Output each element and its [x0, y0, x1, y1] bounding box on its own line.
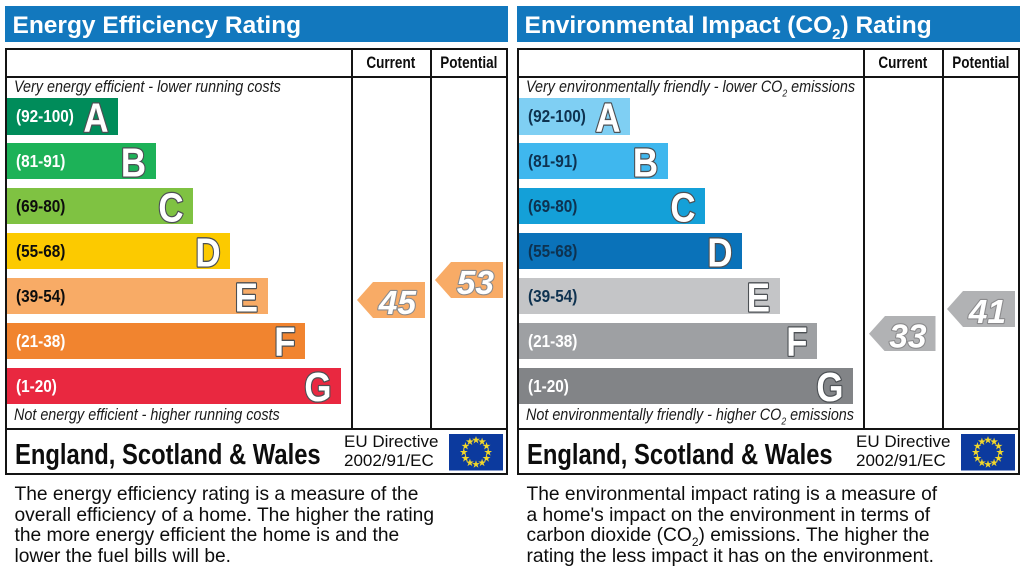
- svg-text:53: 53: [457, 265, 495, 298]
- svg-text:B: B: [633, 141, 658, 186]
- svg-text:41: 41: [968, 294, 1006, 327]
- svg-text:B: B: [121, 141, 146, 186]
- svg-text:E: E: [747, 276, 770, 321]
- svg-text:B: B: [633, 141, 658, 186]
- svg-text:F: F: [786, 321, 807, 366]
- svg-text:C: C: [158, 186, 183, 231]
- svg-text:E: E: [747, 276, 770, 321]
- svg-text:A: A: [83, 96, 108, 141]
- svg-text:G: G: [816, 366, 843, 411]
- svg-text:G: G: [304, 366, 331, 411]
- svg-text:E: E: [235, 276, 258, 321]
- svg-text:33: 33: [889, 318, 927, 351]
- svg-text:C: C: [158, 186, 183, 231]
- svg-text:45: 45: [378, 285, 418, 318]
- svg-text:G: G: [816, 366, 843, 411]
- svg-text:A: A: [595, 96, 620, 141]
- svg-text:B: B: [121, 141, 146, 186]
- svg-text:F: F: [274, 321, 295, 366]
- svg-text:F: F: [274, 321, 295, 366]
- svg-text:53: 53: [457, 265, 495, 298]
- svg-text:A: A: [595, 96, 620, 141]
- svg-text:D: D: [195, 231, 220, 276]
- svg-text:41: 41: [968, 294, 1006, 327]
- svg-text:D: D: [707, 231, 732, 276]
- svg-text:C: C: [670, 186, 695, 231]
- svg-text:E: E: [235, 276, 258, 321]
- svg-text:D: D: [195, 231, 220, 276]
- svg-text:D: D: [707, 231, 732, 276]
- svg-text:33: 33: [889, 318, 927, 351]
- svg-text:A: A: [83, 96, 108, 141]
- svg-text:F: F: [786, 321, 807, 366]
- svg-text:C: C: [670, 186, 695, 231]
- svg-text:45: 45: [378, 285, 418, 318]
- svg-text:G: G: [304, 366, 331, 411]
